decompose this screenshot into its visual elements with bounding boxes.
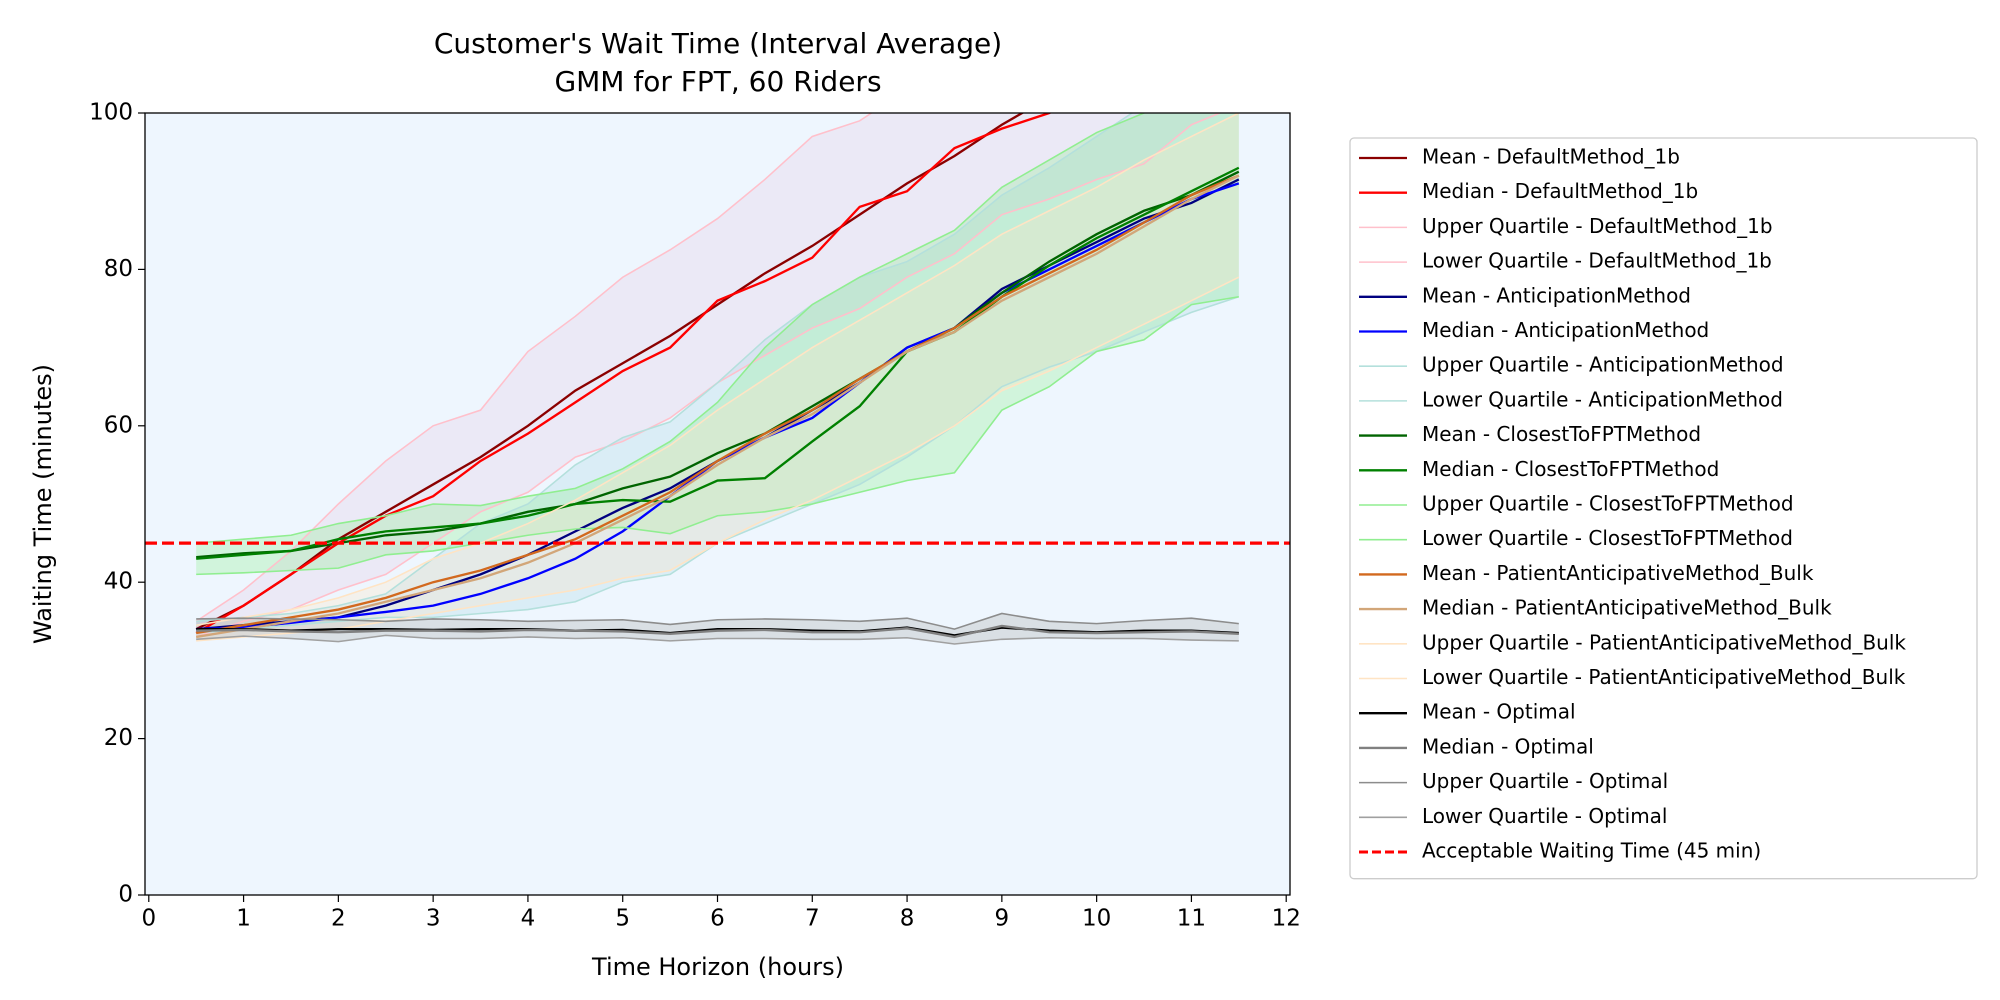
legend-label: Upper Quartile - ClosestToFPTMethod [1422, 492, 1794, 516]
chart-subtitle: GMM for FPT, 60 Riders [554, 65, 881, 98]
series-line [196, 166, 1240, 560]
x-tick-label: 11 [1177, 906, 1206, 932]
series-line [195, 113, 1025, 631]
x-tick-label: 0 [141, 906, 156, 932]
legend-label: Mean - DefaultMethod_1b [1422, 145, 1680, 169]
x-tick-label: 8 [900, 906, 915, 932]
x-tick-label: 10 [1082, 906, 1111, 932]
legend-label: Upper Quartile - PatientAnticipativeMeth… [1422, 630, 1906, 654]
legend-label: Mean - PatientAnticipativeMethod_Bulk [1422, 561, 1814, 585]
x-tick-label: 5 [615, 906, 630, 932]
legend-label: Median - Optimal [1422, 734, 1594, 758]
legend-label: Acceptable Waiting Time (45 min) [1422, 839, 1761, 863]
x-tick-label: 3 [426, 906, 441, 932]
series-line [196, 113, 1146, 544]
x-tick-label: 9 [995, 906, 1010, 932]
legend-label: Mean - ClosestToFPTMethod [1422, 422, 1701, 446]
series-line [196, 170, 1240, 559]
x-tick-label: 6 [710, 906, 725, 932]
legend-label: Lower Quartile - PatientAnticipativeMeth… [1422, 665, 1906, 689]
legend-label: Lower Quartile - DefaultMethod_1b [1422, 249, 1772, 273]
y-tick-label: 20 [104, 725, 133, 751]
series-line [196, 612, 1239, 630]
legend-label: Upper Quartile - DefaultMethod_1b [1422, 214, 1773, 238]
y-tick-label: 60 [104, 412, 133, 438]
series-line [196, 113, 1134, 623]
y-tick-label: 40 [104, 569, 133, 595]
y-tick-label: 100 [89, 100, 133, 126]
series-line [196, 296, 1239, 576]
series-line [196, 626, 1239, 637]
x-tick-label: 12 [1272, 906, 1301, 932]
legend-label: Lower Quartile - ClosestToFPTMethod [1422, 526, 1793, 550]
legend-label: Median - DefaultMethod_1b [1422, 179, 1698, 203]
x-tick-label: 7 [805, 906, 820, 932]
quartile-band [196, 113, 1220, 637]
chart-title: Customer's Wait Time (Interval Average) [434, 27, 1002, 60]
series-line [195, 174, 1240, 639]
legend-label: Median - ClosestToFPTMethod [1422, 457, 1719, 481]
legend-label: Lower Quartile - AnticipationMethod [1422, 387, 1783, 411]
legend-label: Median - PatientAnticipativeMethod_Bulk [1422, 596, 1832, 620]
legend-label: Mean - Optimal [1422, 700, 1576, 724]
plot-area [145, 113, 1290, 645]
series-line [195, 113, 873, 622]
y-tick-label: 80 [104, 256, 133, 282]
x-tick-label: 4 [521, 906, 536, 932]
quartile-band [196, 113, 1239, 575]
x-axis-label: Time Horizon (hours) [591, 953, 844, 981]
y-axis-label: Waiting Time (minutes) [29, 364, 57, 644]
y-tick-label: 0 [118, 882, 133, 908]
series-line [195, 113, 1052, 635]
legend-label: Median - AnticipationMethod [1422, 318, 1709, 342]
series-line [196, 624, 1239, 639]
legend-label: Mean - AnticipationMethod [1422, 283, 1691, 307]
series-line [195, 174, 1240, 635]
legend-label: Lower Quartile - Optimal [1422, 804, 1668, 828]
series-line [196, 113, 1240, 626]
x-tick-label: 2 [331, 906, 346, 932]
legend-label: Upper Quartile - AnticipationMethod [1422, 353, 1784, 377]
x-tick-label: 1 [236, 906, 251, 932]
series-line [196, 634, 1239, 645]
legend-box [1349, 137, 1978, 880]
plot-background [145, 113, 1290, 895]
quartile-band [196, 113, 1239, 634]
legend-label: Upper Quartile - Optimal [1422, 769, 1668, 793]
